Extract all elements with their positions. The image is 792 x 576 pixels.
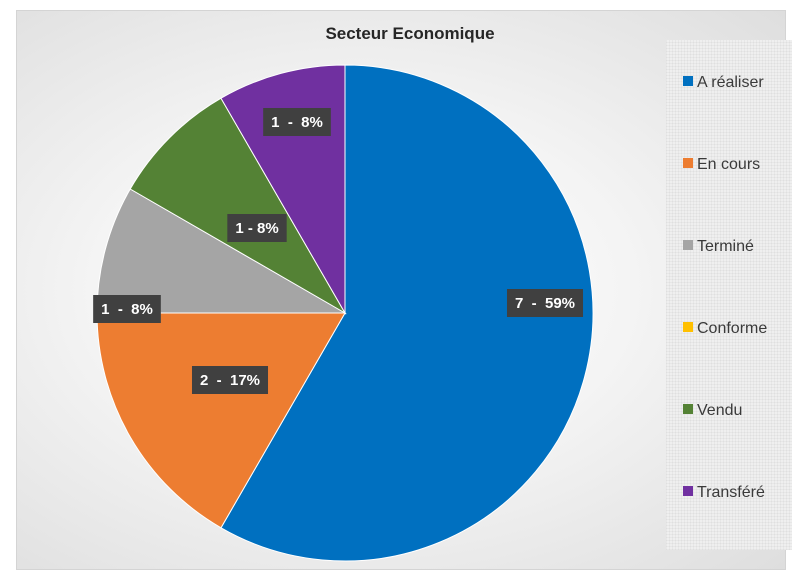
svg-text:2 - 17%: 2 - 17% [200, 372, 260, 389]
legend-item-termine: Terminé [683, 238, 754, 255]
data-label-en-cours: 2 - 17% [191, 366, 269, 394]
legend-label-en-cours: En cours [697, 156, 760, 173]
data-label-transfere: 1 - 8% [263, 108, 331, 136]
legend-label-vendu: Vendu [697, 402, 742, 419]
data-label-termine: 1 - 8% [93, 295, 161, 323]
legend-item-conforme: Conforme [683, 320, 767, 337]
legend-panel [666, 40, 792, 550]
data-label-vendu: 1 - 8% [227, 214, 287, 242]
legend-swatch-transfere [683, 486, 693, 496]
legend-swatch-conforme [683, 322, 693, 332]
svg-text:1 - 8%: 1 - 8% [101, 301, 153, 318]
pie-slice-en-cours [96, 312, 346, 529]
svg-text:1 - 8%: 1 - 8% [235, 220, 278, 237]
legend-swatch-en-cours [683, 158, 693, 168]
legend-item-transfere: Transféré [683, 484, 765, 501]
legend-swatch-termine [683, 240, 693, 250]
legend-label-a-realiser: A réaliser [697, 74, 764, 91]
legend-label-termine: Terminé [697, 238, 754, 255]
pie-slice-vendu [129, 97, 347, 315]
legend-item-vendu: Vendu [683, 402, 742, 419]
legend: A réaliser En cours Terminé Conforme Vendu Tr… [683, 74, 767, 501]
chart-title: Secteur Economique [325, 24, 495, 43]
svg-text:7 - 59%: 7 - 59% [515, 295, 575, 312]
legend-label-transfere: Transféré [697, 484, 765, 501]
legend-swatch-vendu [683, 404, 693, 414]
svg-text:1 - 8%: 1 - 8% [271, 114, 323, 131]
pie-slice-a-realiser [220, 64, 594, 562]
legend-item-a-realiser: A réaliser [683, 74, 764, 91]
legend-item-en-cours: En cours [683, 156, 760, 173]
data-label-a-realiser: 7 - 59% [506, 289, 584, 317]
legend-label-conforme: Conforme [697, 320, 767, 337]
legend-swatch-a-realiser [683, 76, 693, 86]
